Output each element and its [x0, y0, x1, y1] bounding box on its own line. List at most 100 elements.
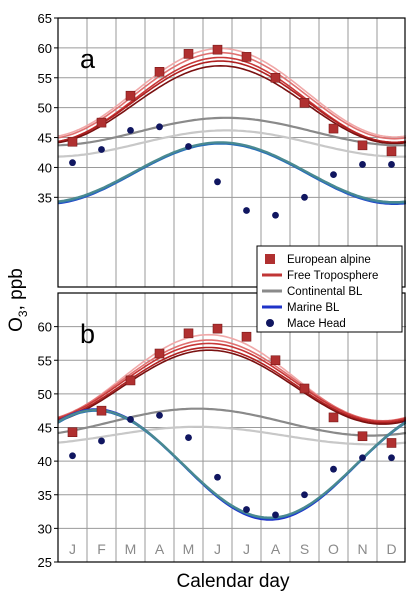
x-tick-label: J: [214, 541, 221, 557]
x-tick-label: M: [125, 541, 137, 557]
european-alpine-point: [183, 49, 194, 59]
marine-bl-curve: [58, 141, 406, 204]
x-tick-label: O: [328, 541, 339, 557]
x-tick-label: D: [386, 541, 396, 557]
free-troposphere-curve: [58, 64, 406, 145]
y-axis-title-main: O: [6, 317, 27, 332]
legend-item: Free Troposphere: [262, 270, 378, 282]
european-alpine-point: [241, 331, 252, 342]
mace-head-point: [301, 491, 308, 499]
mace-head-point: [127, 126, 134, 134]
legend-item: Continental BL: [262, 286, 363, 298]
mace-head-point: [243, 207, 250, 214]
mace-head-point: [330, 465, 337, 473]
european-alpine-point: [328, 123, 339, 134]
mace-head-point: [359, 454, 366, 462]
european-alpine-point: [357, 431, 368, 442]
mace-head-point: [98, 437, 105, 445]
european-alpine-point: [212, 44, 223, 55]
curves: [58, 47, 406, 205]
x-axis-title: Calendar day: [176, 571, 290, 591]
mace-head-point: [243, 506, 250, 513]
y-tick-label: 50: [38, 101, 52, 116]
free-troposphere-curve: [58, 51, 406, 140]
mace-head-point: [98, 146, 105, 153]
legend-label: Free Troposphere: [287, 270, 378, 282]
european-alpine-point: [67, 427, 78, 438]
mace-head-point: [272, 511, 279, 519]
european-alpine-point: [125, 375, 136, 386]
mace-head-point: [388, 454, 395, 462]
free-troposphere-curve: [58, 349, 406, 425]
y-tick-label: 65: [38, 11, 52, 26]
panel-label: b: [80, 319, 95, 349]
legend-label: Continental BL: [287, 286, 363, 298]
mace-head-point: [69, 452, 76, 460]
free-troposphere-curve: [58, 339, 406, 422]
legend-square-marker: [265, 254, 275, 264]
y-tick-label: 60: [38, 320, 52, 335]
mace-head-point: [388, 161, 395, 168]
european-alpine-point: [241, 52, 252, 62]
mace-head-point: [69, 159, 76, 167]
european-alpine-point: [270, 72, 281, 83]
y-axis-title: O3, ppb: [6, 268, 30, 332]
mace-head-point: [330, 171, 337, 179]
european-alpine-point: [386, 438, 397, 448]
y-tick-label: 35: [38, 488, 52, 503]
european-alpine-point: [299, 98, 310, 108]
european-alpine-point: [125, 90, 136, 101]
legend-label: Marine BL: [287, 302, 340, 314]
svg-text:O3, ppb: O3, ppb: [6, 268, 30, 332]
continental-bl-curve: [58, 129, 406, 158]
european-alpine-point: [386, 146, 397, 157]
y-tick-label: 55: [38, 353, 52, 368]
european-alpine-point: [96, 405, 107, 416]
panel-b: 25 30 35 40 45 50 55 60 J F M A M J J A S O N Db: [38, 292, 406, 570]
plot-frame: [57, 292, 406, 563]
y-axis-title-rest: , ppb: [6, 268, 27, 310]
mace-head-point: [214, 178, 221, 186]
x-tick-label: J: [243, 541, 250, 557]
y-tick-label: 25: [38, 555, 52, 570]
y-tick-label: 40: [38, 454, 52, 469]
continental-bl-curve: [58, 407, 406, 437]
legend-label: Mace Head: [287, 318, 346, 330]
x-tick-label: F: [97, 541, 106, 557]
legend-item: Mace Head: [266, 318, 346, 330]
european-alpine-point: [154, 67, 165, 77]
free-troposphere-curve: [58, 346, 406, 424]
european-alpine-point: [183, 328, 194, 339]
panel-label: a: [80, 44, 96, 74]
european-alpine-point: [96, 117, 107, 128]
y-tick-label: 30: [38, 521, 52, 536]
legend-circle-marker: [266, 319, 274, 327]
marine-bl-curve: [58, 408, 406, 519]
y-tick-label: 50: [38, 387, 52, 402]
european-alpine-point: [270, 355, 281, 366]
x-tick-label: S: [300, 541, 309, 557]
european-alpine-point: [357, 140, 368, 151]
continental-bl-curve: [58, 425, 406, 446]
legend-label: European alpine: [287, 254, 371, 266]
y-tick-label: 55: [38, 71, 52, 86]
x-tick-label: N: [357, 541, 367, 557]
x-tick-label: M: [183, 541, 195, 557]
mace-head-point: [185, 434, 192, 441]
y-tick-label: 40: [38, 160, 52, 175]
legend-box: [256, 245, 403, 333]
y-tick-label: 35: [38, 190, 52, 205]
y-axis-title-sub: 3: [16, 310, 30, 317]
european-alpine-point: [328, 412, 339, 423]
european-alpine-point: [67, 136, 78, 147]
panel-a: 35 40 45 50 55 60 65 a: [38, 11, 406, 288]
plot-frame: [57, 17, 406, 288]
mace-head-point: [156, 411, 163, 419]
free-troposphere-curve: [58, 342, 406, 423]
mace-head-point: [127, 416, 134, 423]
mace-head-point: [359, 161, 366, 168]
y-tick-label: 45: [38, 421, 52, 436]
mace-head-point: [214, 473, 221, 481]
legend-item: European alpine: [265, 254, 371, 266]
legend: European alpine Free Troposphere Continent…: [256, 245, 403, 333]
